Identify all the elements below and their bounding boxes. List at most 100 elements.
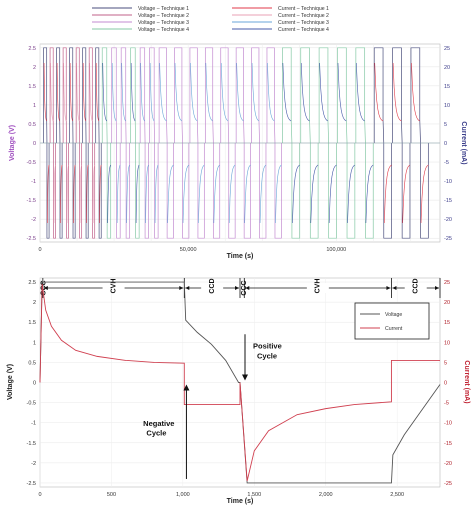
voltage-cycle: [189, 47, 205, 239]
current-cycle: [140, 63, 145, 122]
voltage-line: [39, 281, 441, 484]
phase-label: CCC: [40, 280, 47, 295]
y-tick-label: -2.5: [27, 236, 36, 242]
y-tick-label: 0.5: [28, 360, 36, 366]
current-cycle: [130, 63, 136, 122]
y-tick-label: -1: [31, 179, 36, 185]
current-cycle: [411, 63, 420, 122]
phase-arrowhead: [392, 286, 397, 290]
y-tick-label: 0: [33, 381, 36, 387]
current-cycle: [107, 164, 111, 223]
legend-label: Voltage – Technique 4: [138, 27, 189, 33]
phase-label-bg: [306, 283, 329, 293]
current-cycle: [347, 164, 356, 223]
x-tick-label: 500: [107, 492, 116, 498]
current-cycle: [82, 63, 87, 122]
y2-tick-label: 10: [444, 340, 450, 346]
voltage-cycle: [158, 47, 174, 239]
y2-tick-label: -20: [444, 217, 452, 223]
current-cycle: [99, 164, 102, 223]
legend-label: Current – Technique 2: [278, 13, 329, 19]
y2-tick-label: 20: [444, 65, 450, 71]
y-tick-label: 1: [33, 103, 36, 109]
top-data: [40, 47, 440, 239]
bottom-y-ticks: 2.5 2 1.5 1 0.5 0 -0.5 -1 -1.5 -2 -2.5: [27, 280, 36, 487]
voltage-cycle: [282, 47, 301, 239]
bottom-y2-ticks: 25 20 15 10 5 0 -5 -10 -15 -20 -25: [444, 280, 452, 487]
current-cycle: [319, 63, 329, 122]
voltage-cycle: [337, 47, 356, 239]
current-cycle: [145, 164, 149, 223]
current-cycle: [213, 164, 220, 223]
top-y-ticks: 2.5 2 1.5 1 0.5 0 -0.5 -1 -1.5 -2 -2.5: [27, 46, 36, 242]
current-cycle: [47, 164, 50, 223]
top-x-axis-label: Time (s): [227, 253, 254, 260]
y2-tick-label: 25: [444, 280, 450, 286]
current-cycle: [292, 164, 300, 223]
voltage-cycle: [101, 47, 112, 239]
current-cycle: [102, 63, 108, 122]
voltage-cycle: [95, 47, 102, 239]
y-tick-label: 2: [33, 65, 36, 71]
voltage-cycle: [355, 47, 374, 239]
bottom-y-axis-label: Voltage (V): [7, 364, 14, 400]
phase-label-bg: [201, 283, 224, 293]
current-cycle: [69, 63, 74, 122]
current-cycle: [220, 63, 229, 122]
voltage-cycle: [235, 47, 251, 239]
current-line: [39, 283, 440, 482]
current-cycle: [159, 63, 167, 122]
y2-tick-label: 10: [444, 103, 450, 109]
current-cycle: [50, 63, 54, 122]
current-cycle: [111, 63, 117, 122]
current-cycle: [135, 164, 140, 223]
current-cycle: [259, 164, 267, 223]
bottom-x-ticks: 0 500 1,000 1,500 2,000 2,500: [38, 492, 404, 498]
voltage-cycle: [318, 47, 337, 239]
bottom-chart: CCCCVHCCDCCCCVHCCD PositiveCycleNegative…: [7, 277, 470, 505]
y-tick-label: 1.5: [28, 320, 36, 326]
x-tick-label: 1,000: [176, 492, 190, 498]
current-cycle: [116, 164, 121, 223]
negative-arrowhead: [183, 384, 190, 391]
current-cycle: [43, 63, 47, 122]
current-cycle: [420, 164, 429, 223]
current-cycle: [251, 63, 260, 122]
x-tick-label: 100,000: [326, 247, 346, 253]
voltage-cycle: [56, 47, 63, 239]
phase-label: CVH: [315, 279, 322, 294]
y2-tick-label: -5: [444, 401, 449, 407]
legend-label: Current – Technique 1: [278, 6, 329, 12]
legend-label: Voltage – Technique 2: [138, 13, 189, 19]
voltage-cycle: [220, 47, 236, 239]
legend-box: [354, 302, 430, 340]
legend-label: Current – Technique 4: [278, 27, 329, 33]
current-cycle: [236, 63, 244, 122]
voltage-cycle: [392, 47, 411, 239]
voltage-cycle: [69, 47, 76, 239]
y-tick-label: -2.5: [27, 481, 36, 487]
phase-label: CVH: [110, 279, 117, 294]
current-cycle: [337, 63, 347, 122]
y-tick-label: 1: [33, 340, 36, 346]
current-cycle: [310, 164, 319, 223]
current-cycle: [92, 164, 95, 223]
y-tick-label: -0.5: [27, 401, 36, 407]
voltage-cycle: [62, 47, 69, 239]
y2-tick-label: 5: [444, 360, 447, 366]
current-cycle: [300, 63, 310, 122]
current-cycle: [267, 63, 275, 122]
voltage-cycle: [75, 47, 83, 239]
bottom-legend: Voltage Current: [354, 302, 430, 340]
voltage-cycle: [373, 47, 392, 239]
voltage-cycle: [149, 47, 159, 239]
y-tick-label: -2: [31, 217, 36, 223]
top-y2-axis-label: Current (mA): [460, 121, 467, 164]
legend-label: Voltage – Technique 3: [138, 20, 189, 26]
y2-tick-label: -10: [444, 179, 452, 185]
current-cycle: [205, 63, 213, 122]
phase-arrowhead: [235, 286, 239, 290]
x-tick-label: 0: [38, 247, 41, 253]
bottom-phases: CCCCVHCCDCCCCVHCCD: [40, 278, 441, 298]
phase-arrowhead: [386, 286, 391, 290]
